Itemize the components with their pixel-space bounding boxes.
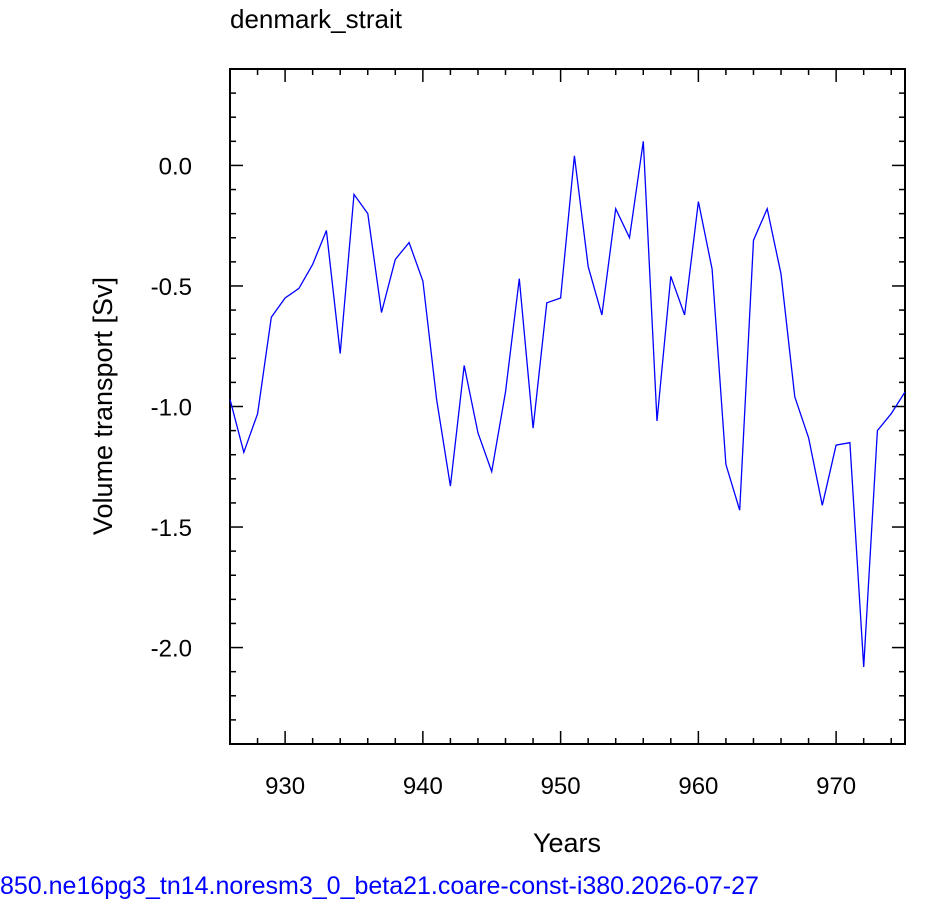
data-point: [394, 258, 396, 260]
data-point: [559, 297, 561, 299]
data-point: [601, 314, 603, 316]
x-tick-label: 940: [403, 773, 443, 800]
data-point: [243, 451, 245, 453]
data-point: [325, 229, 327, 231]
data-point: [656, 420, 658, 422]
data-point: [270, 316, 272, 318]
run-caption: 850.ne16pg3_tn14.noresm3_0_beta21.coare-…: [0, 872, 759, 900]
data-point: [422, 280, 424, 282]
data-point: [615, 208, 617, 210]
x-tick-label: 970: [816, 773, 856, 800]
data-point: [367, 212, 369, 214]
data-points: [229, 140, 906, 668]
x-tick-label: 930: [265, 773, 305, 800]
y-tick-label: 0.0: [159, 153, 192, 180]
y-tick-label: -2.0: [151, 636, 192, 663]
data-point: [546, 302, 548, 304]
data-point: [794, 396, 796, 398]
data-point: [435, 398, 437, 400]
y-tick-label: -1.5: [151, 515, 192, 542]
chart: denmark_strait 930 940 950 960 970 0.0 -0.5 -1.…: [88, 4, 906, 858]
data-point: [380, 311, 382, 313]
data-point: [807, 437, 809, 439]
chart-title: denmark_strait: [230, 4, 403, 34]
x-tick-label: 960: [678, 773, 718, 800]
x-tick-label: 950: [541, 773, 581, 800]
data-point: [711, 268, 713, 270]
data-point: [642, 140, 644, 142]
data-point: [821, 504, 823, 506]
data-point: [408, 241, 410, 243]
data-point: [463, 364, 465, 366]
data-point: [725, 463, 727, 465]
data-point: [532, 427, 534, 429]
data-point: [697, 200, 699, 202]
data-point: [339, 352, 341, 354]
data-point: [890, 413, 892, 415]
data-point: [849, 441, 851, 443]
data-point: [876, 429, 878, 431]
data-point: [353, 193, 355, 195]
data-point: [311, 263, 313, 265]
data-point: [229, 398, 231, 400]
axis-ticks: [229, 68, 905, 745]
x-axis-label: Years: [533, 828, 601, 858]
data-point: [683, 314, 685, 316]
axis-tick-labels: 930 940 950 960 970 0.0 -0.5 -1.0 -1.5 -2.0: [151, 153, 857, 800]
data-point: [904, 391, 906, 393]
data-point: [780, 273, 782, 275]
y-tick-label: -0.5: [151, 274, 192, 301]
data-point: [573, 155, 575, 157]
data-point: [752, 239, 754, 241]
data-point: [298, 287, 300, 289]
data-point: [504, 391, 506, 393]
data-point: [491, 470, 493, 472]
series-line: [229, 141, 906, 667]
data-point: [477, 432, 479, 434]
data-point: [862, 666, 864, 668]
y-tick-label: -1.0: [151, 395, 192, 422]
data-point: [670, 275, 672, 277]
data-point: [284, 297, 286, 299]
data-point: [587, 265, 589, 267]
data-point: [766, 208, 768, 210]
data-point: [738, 509, 740, 511]
data-point: [628, 237, 630, 239]
y-axis-label: Volume transport [Sv]: [88, 277, 118, 535]
data-point: [835, 444, 837, 446]
data-point: [256, 413, 258, 415]
data-point: [518, 278, 520, 280]
plot-frame: [229, 68, 906, 745]
data-point: [449, 485, 451, 487]
